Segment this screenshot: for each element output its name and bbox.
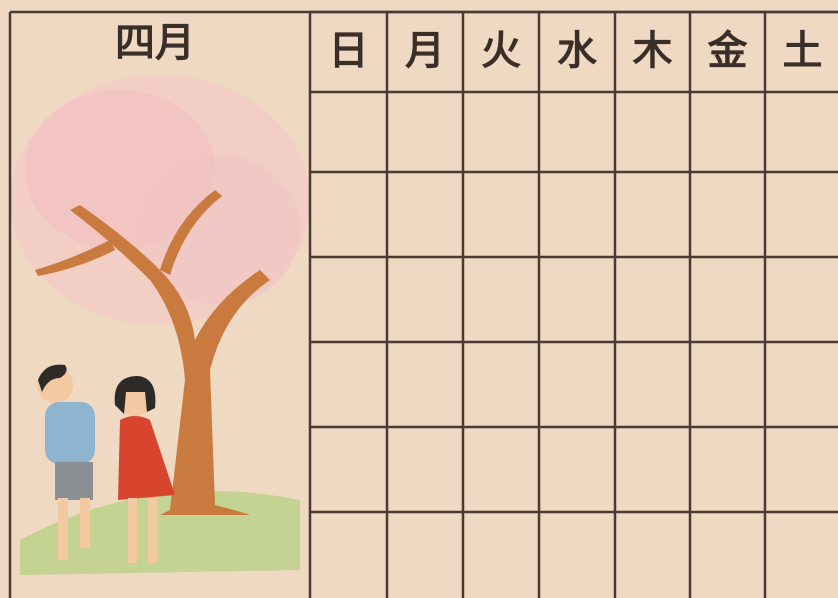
calendar-grid [8,10,838,598]
weekday-label: 月 [405,27,445,74]
weekday-label: 水 [557,27,598,74]
weekday-label: 金 [707,27,749,74]
weekday-label: 土 [783,27,823,74]
illustration [10,75,310,575]
weekday-label: 火 [481,27,521,74]
weekday-label: 木 [633,27,673,74]
month-title: 四月 [115,19,195,66]
weekday-label: 日 [329,27,369,74]
